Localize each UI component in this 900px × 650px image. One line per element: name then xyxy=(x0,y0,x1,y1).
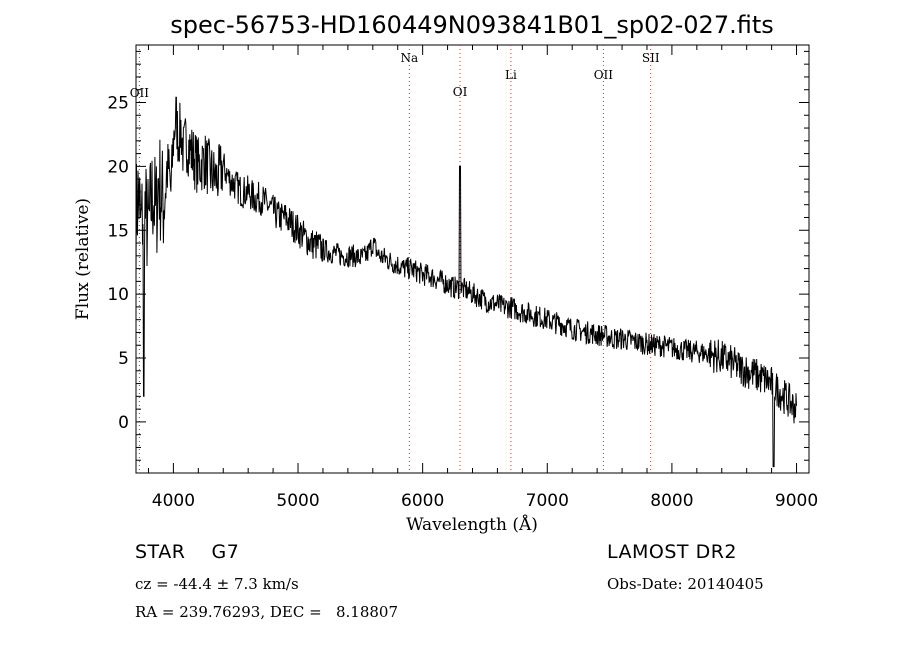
y-tick-label: 25 xyxy=(107,93,129,113)
chart-title: spec-56753-HD160449N093841B01_sp02-027.f… xyxy=(170,11,774,39)
y-tick-label: 0 xyxy=(118,413,129,433)
x-tick-label: 9000 xyxy=(775,491,818,511)
y-axis-label: Flux (relative) xyxy=(73,198,93,320)
redshift-velocity: cz = -44.4 ± 7.3 km/s xyxy=(135,575,299,593)
x-tick-label: 5000 xyxy=(276,491,319,511)
x-tick-label: 6000 xyxy=(401,491,444,511)
object-class: STAR G7 xyxy=(135,541,240,563)
y-tick-label: 20 xyxy=(107,157,129,177)
plot-frame xyxy=(135,44,810,474)
x-axis-label: Wavelength (Å) xyxy=(406,514,538,535)
line-markers-group: OII Na OI Li OII SII xyxy=(130,45,660,473)
line-marker-label: OI xyxy=(453,85,468,99)
observation-date: Obs-Date: 20140405 xyxy=(607,575,764,593)
line-marker-label: Na xyxy=(400,51,418,65)
x-tick-label: 4000 xyxy=(152,491,195,511)
y-tick-label: 10 xyxy=(107,285,129,305)
line-marker-label: OII xyxy=(594,68,614,82)
x-tick-label: 8000 xyxy=(650,491,693,511)
y-tick-label: 5 xyxy=(118,349,129,369)
x-tick-label: 7000 xyxy=(526,491,569,511)
axis-ticks-group: 4000 5000 6000 7000 8000 9000 0 5 10 15 20 25 xyxy=(107,45,818,511)
line-marker-label: OII xyxy=(130,86,150,100)
coordinates: RA = 239.76293, DEC = 8.18807 xyxy=(135,603,399,621)
spectrum-line xyxy=(135,96,797,468)
y-tick-label: 15 xyxy=(107,221,129,241)
line-marker-label: SII xyxy=(642,51,660,65)
survey-name: LAMOST DR2 xyxy=(607,541,737,563)
line-marker-label: Li xyxy=(505,68,517,82)
